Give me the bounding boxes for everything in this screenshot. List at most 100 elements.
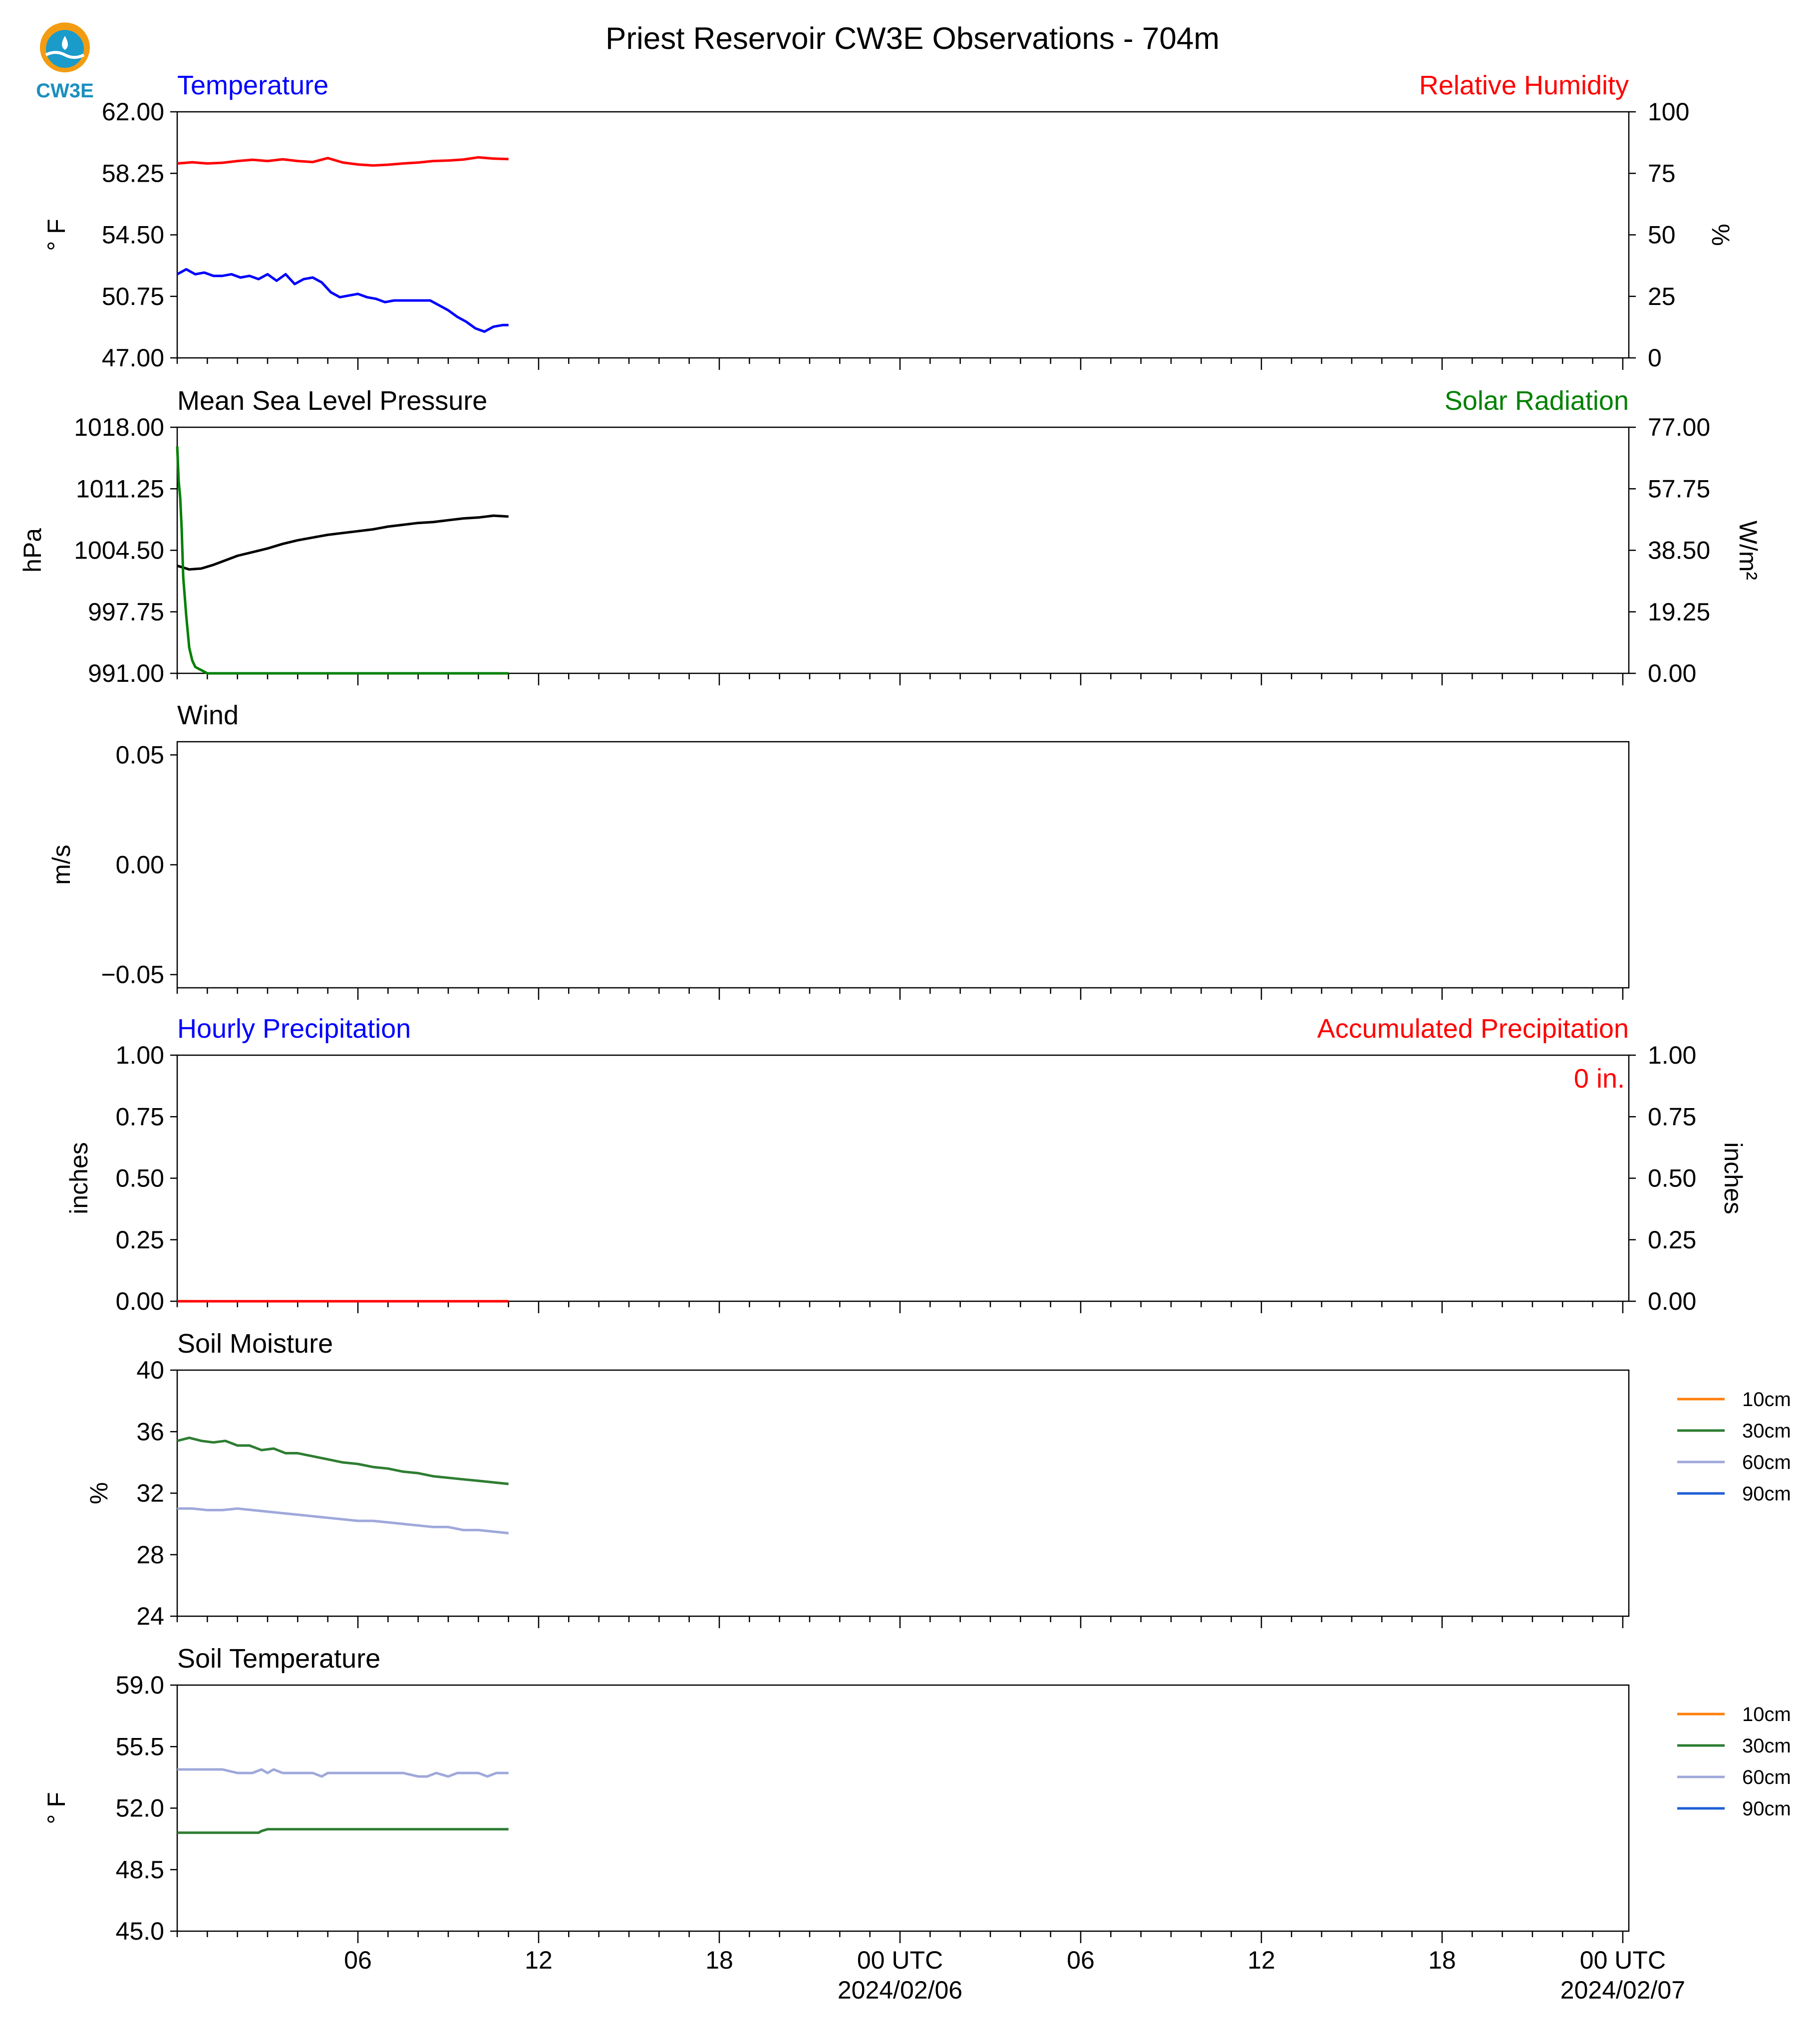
y-axis-label: hPa (18, 528, 46, 573)
series-line-soil_moisture-1 (177, 1507, 509, 1535)
y-tick-label: 0.00 (116, 1287, 164, 1315)
y-tick-label-right: 0.00 (1648, 1287, 1696, 1315)
x-tick-label: 00 UTC (1580, 1946, 1666, 1974)
panel-temperature: Temperature Relative Humidity 62.00 58.25 54… (42, 70, 1735, 372)
y-tick-label-right: 0.50 (1648, 1164, 1696, 1192)
panel-title-right: Accumulated Precipitation (1317, 1014, 1629, 1044)
panel-title-right: Solar Radiation (1445, 386, 1629, 416)
y-tick-label-right: 100 (1648, 98, 1689, 126)
panel-soil_temperature: Soil Temperature 59.0 55.5 52.0 48.5 45.0 ° F 1… (42, 1644, 1791, 1945)
panel-title-left: Wind (177, 700, 239, 730)
y-tick-label: 997.75 (88, 598, 164, 626)
y-tick-label: 50.75 (102, 283, 164, 310)
x-date-label: 2024/02/07 (1560, 1976, 1685, 2004)
y-tick-label: 40 (136, 1356, 164, 1384)
logo-drop-icon (62, 36, 68, 50)
y-tick-label: 52.0 (116, 1794, 164, 1822)
y-axis-label: m/s (47, 845, 75, 885)
y-tick-label: 0.50 (116, 1164, 164, 1192)
y-tick-label: 62.00 (102, 98, 164, 126)
y-tick-label-right: 50 (1648, 221, 1676, 249)
logo-text: CW3E (36, 80, 94, 102)
y-tick-label-right: 1.00 (1648, 1041, 1696, 1069)
panel-pressure: Mean Sea Level Pressure Solar Radiation 10… (18, 386, 1762, 687)
x-tick-label: 06 (1067, 1946, 1095, 1974)
legend-label-30cm: 30cm (1742, 1420, 1791, 1442)
y-tick-label: 0.00 (116, 851, 164, 879)
panel-precip: Hourly Precipitation Accumulated Precipit… (65, 1014, 1747, 1315)
y-tick-label: 48.5 (116, 1856, 164, 1884)
x-tick-label: 00 UTC (857, 1946, 943, 1974)
series-line-pressure-1 (176, 446, 509, 675)
y-tick-label-right: 0.75 (1648, 1103, 1696, 1131)
x-tick-label: 06 (344, 1946, 372, 1974)
series-line-temperature-0 (176, 268, 509, 333)
panel-title-left: Soil Moisture (177, 1329, 333, 1359)
x-tick-label: 12 (1247, 1946, 1275, 1974)
panel-wind: Wind 0.05 0.00 −0.05 m/s (47, 700, 1630, 1000)
y-tick-label: 54.50 (102, 221, 164, 249)
legend-label-10cm: 10cm (1742, 1389, 1791, 1411)
x-tick-label: 18 (1428, 1946, 1456, 1974)
series-line-soil_temperature-1 (177, 1828, 509, 1834)
y-axis-label: inches (65, 1142, 93, 1214)
y-tick-label: 59.0 (116, 1671, 164, 1699)
panel-title-left: Hourly Precipitation (177, 1014, 411, 1044)
y-tick-label: 0.75 (116, 1103, 164, 1131)
y-axis-label: ° F (42, 1792, 70, 1824)
legend-label-60cm: 60cm (1742, 1766, 1791, 1788)
series-line-pressure-0 (177, 514, 509, 571)
y-tick-label-right: 57.75 (1648, 475, 1710, 503)
y-tick-label-right: 0.00 (1648, 659, 1696, 687)
y-tick-label: −0.05 (101, 961, 164, 989)
figure-title: Priest Reservoir CW3E Observations - 704… (606, 21, 1219, 56)
y-tick-label-right: 0 (1648, 344, 1662, 372)
y-tick-label: 55.5 (116, 1733, 164, 1760)
panels: Temperature Relative Humidity 62.00 58.25 54… (18, 70, 1791, 1945)
series-line-temperature-1 (177, 156, 509, 167)
y-tick-label: 1004.50 (74, 537, 164, 565)
accumulated-total-annotation: 0 in. (1574, 1064, 1625, 1094)
y-tick-label: 1018.00 (74, 413, 164, 441)
panel-title-left: Mean Sea Level Pressure (177, 386, 487, 416)
y-tick-label: 58.25 (102, 159, 164, 187)
series-line-soil_moisture-0 (177, 1437, 509, 1485)
y-tick-label: 36 (136, 1418, 164, 1446)
y-tick-label: 991.00 (88, 659, 164, 687)
panel-title-right: Relative Humidity (1419, 70, 1629, 100)
y-tick-label: 1011.25 (76, 475, 164, 503)
y-tick-label: 24 (136, 1602, 164, 1630)
y-tick-label: 0.25 (116, 1226, 164, 1254)
x-date-label: 2024/02/06 (838, 1976, 962, 2004)
y-axis-label-right: % (1707, 224, 1735, 246)
legend-label-10cm: 10cm (1742, 1704, 1791, 1726)
panel-soil_moisture: Soil Moisture 40 36 32 28 24% 10cm 30cm 60cm 90cm (85, 1329, 1791, 1630)
panel-title-left: Temperature (177, 70, 328, 100)
legend-label-90cm: 90cm (1742, 1798, 1791, 1820)
y-tick-label: 32 (136, 1479, 164, 1507)
panel-title-left: Soil Temperature (177, 1644, 380, 1674)
y-axis-label-right: inches (1719, 1142, 1747, 1214)
logo-wave-icon (45, 51, 85, 59)
y-tick-label-right: 38.50 (1648, 537, 1710, 565)
y-tick-label-right: 75 (1648, 159, 1676, 187)
legend-label-60cm: 60cm (1742, 1451, 1791, 1473)
y-axis-label: ° F (42, 219, 70, 251)
y-tick-label-right: 0.25 (1648, 1226, 1696, 1254)
x-tick-label: 18 (705, 1946, 733, 1974)
y-tick-label: 1.00 (116, 1041, 164, 1069)
series-line-soil_temperature-0 (177, 1768, 509, 1778)
y-tick-label: 45.0 (116, 1917, 164, 1945)
y-tick-label-right: 25 (1648, 283, 1676, 310)
y-tick-label: 47.00 (102, 344, 164, 372)
y-tick-label: 0.05 (116, 741, 164, 769)
legend-label-90cm: 90cm (1742, 1483, 1791, 1505)
y-tick-label-right: 19.25 (1648, 598, 1710, 626)
y-tick-label-right: 77.00 (1648, 413, 1710, 441)
cw3e-logo: CW3E (36, 22, 94, 102)
y-axis-label-right: W/m² (1734, 521, 1762, 580)
x-tick-label: 12 (525, 1946, 553, 1974)
y-axis-label: % (85, 1482, 113, 1504)
y-tick-label: 28 (136, 1541, 164, 1569)
